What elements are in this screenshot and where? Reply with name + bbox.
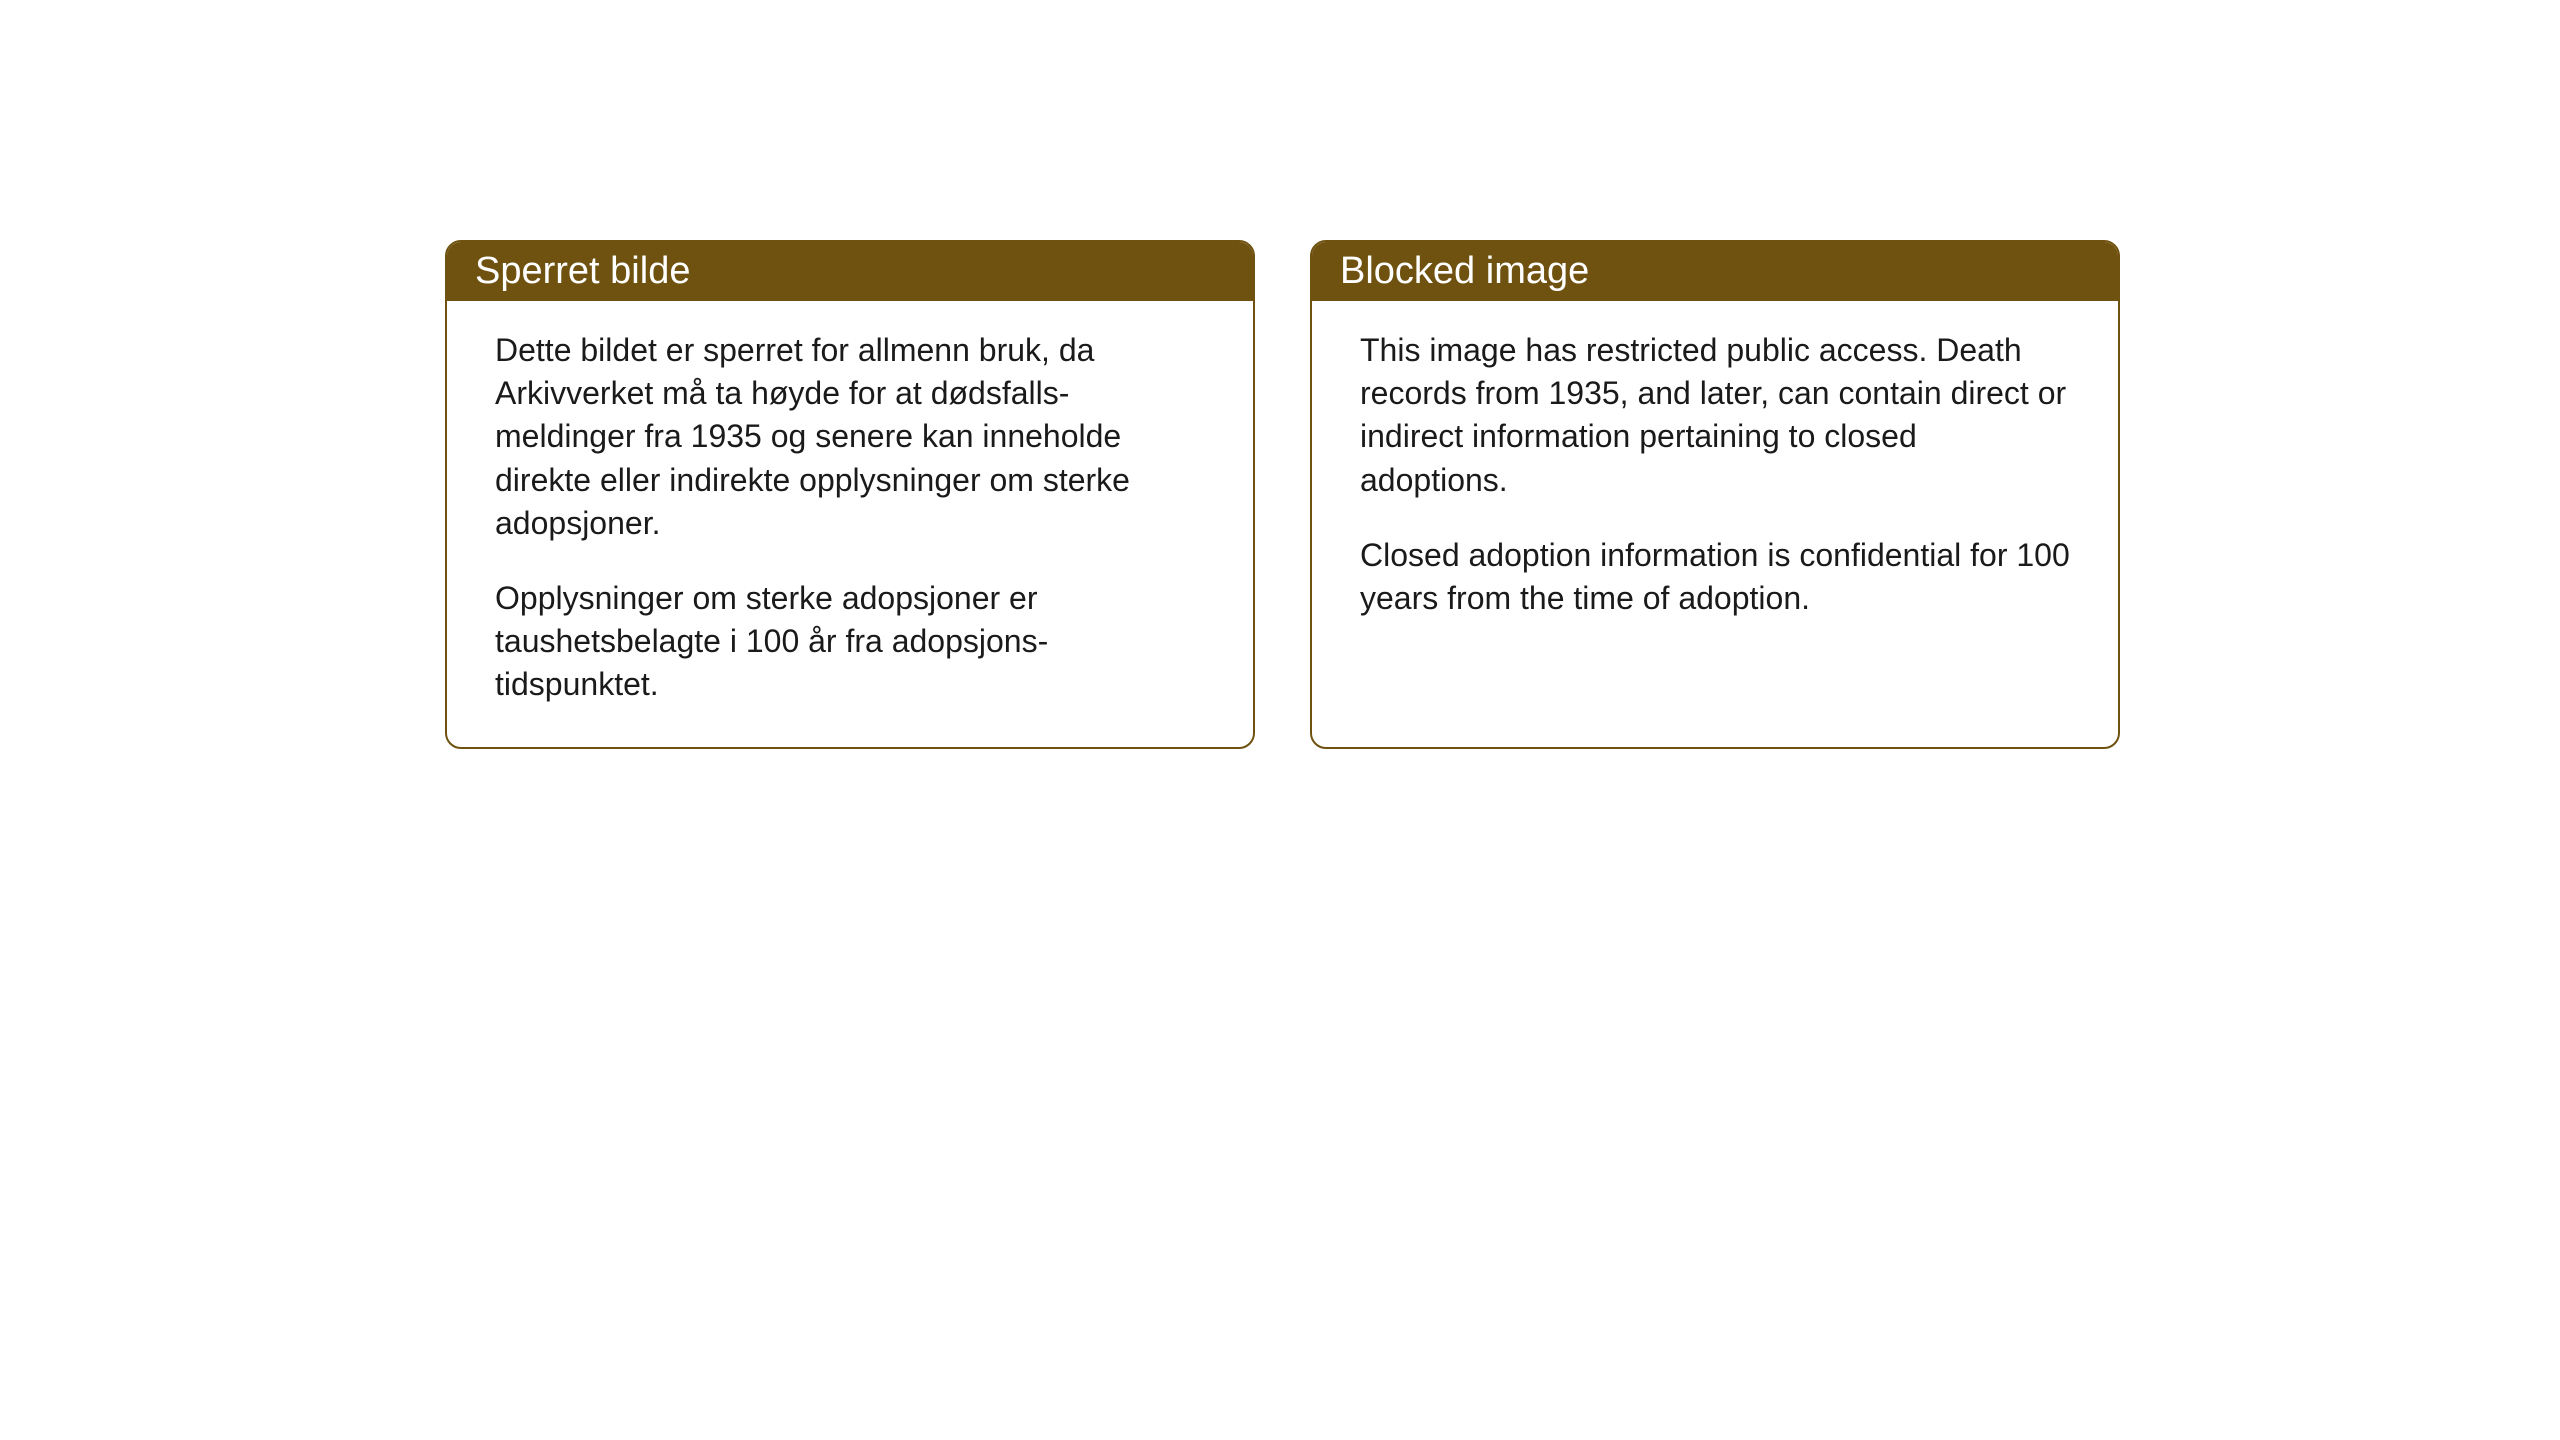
- card-body-english: This image has restricted public access.…: [1312, 301, 2118, 702]
- card-paragraph: Dette bildet er sperret for allmenn bruk…: [495, 329, 1205, 545]
- card-paragraph: Opplysninger om sterke adopsjoner er tau…: [495, 577, 1205, 707]
- info-card-norwegian: Sperret bilde Dette bildet er sperret fo…: [445, 240, 1255, 749]
- card-title: Sperret bilde: [475, 250, 690, 292]
- card-header-norwegian: Sperret bilde: [447, 242, 1253, 301]
- card-paragraph: This image has restricted public access.…: [1360, 329, 2070, 502]
- card-paragraph: Closed adoption information is confident…: [1360, 534, 2070, 620]
- card-header-english: Blocked image: [1312, 242, 2118, 301]
- info-cards-container: Sperret bilde Dette bildet er sperret fo…: [445, 240, 2120, 749]
- info-card-english: Blocked image This image has restricted …: [1310, 240, 2120, 749]
- card-title: Blocked image: [1340, 250, 1589, 292]
- card-body-norwegian: Dette bildet er sperret for allmenn bruk…: [447, 301, 1253, 747]
